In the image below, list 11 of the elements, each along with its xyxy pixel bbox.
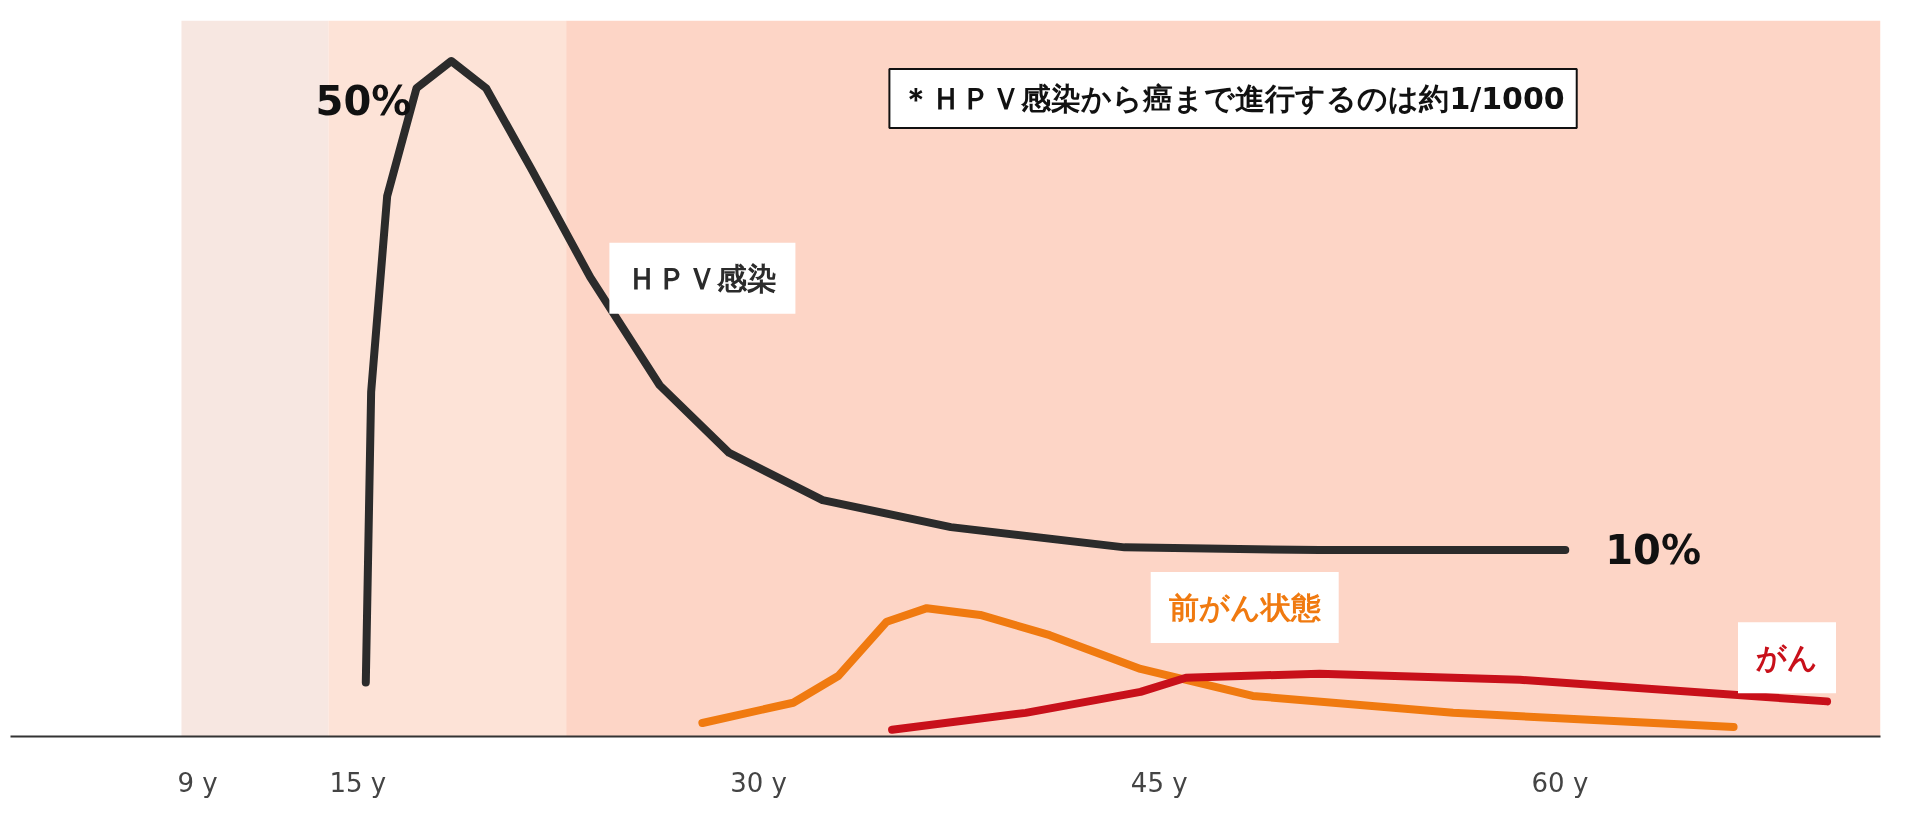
annotation: 50% bbox=[315, 78, 412, 125]
x-tick-label: 45 y bbox=[1130, 767, 1188, 798]
annotation: ＊ＨＰＶ感染から癌まで進行するのは約1/1000 bbox=[901, 80, 1565, 116]
annotation: 10% bbox=[1605, 527, 1702, 574]
x-tick-label: 15 y bbox=[329, 767, 387, 798]
x-tick-label: 60 y bbox=[1531, 767, 1589, 798]
series-label: がん bbox=[1756, 640, 1818, 676]
x-tick-label: 30 y bbox=[730, 767, 787, 798]
series-label: 前がん状態 bbox=[1168, 590, 1321, 626]
series-label: ＨＰＶ感染 bbox=[627, 260, 778, 296]
x-tick-label: 9 y bbox=[177, 767, 218, 798]
